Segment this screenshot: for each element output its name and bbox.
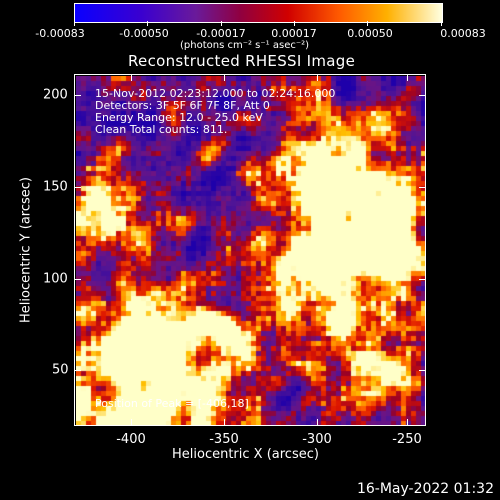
y-tick xyxy=(74,279,81,280)
image-title: Reconstructed RHESSI Image xyxy=(128,52,356,70)
y-tick xyxy=(419,279,426,280)
x-tick-label: -350 xyxy=(209,432,239,447)
info-counts: Clean Total counts: 811. xyxy=(95,123,228,136)
colorbar-label: 0.00050 xyxy=(347,27,393,40)
colorbar-label: -0.00050 xyxy=(119,27,169,40)
image-plot xyxy=(74,74,426,426)
y-tick xyxy=(74,187,81,188)
y-tick xyxy=(419,95,426,96)
x-tick xyxy=(131,419,132,426)
x-tick xyxy=(317,419,318,426)
info-energy-range: Energy Range: 12.0 - 25.0 keV xyxy=(95,111,263,124)
x-tick-label: -400 xyxy=(116,432,146,447)
colorbar-tick xyxy=(74,21,75,26)
colorbar-units: (photons cm⁻² s⁻¹ asec⁻²) xyxy=(180,40,310,51)
y-axis-label: Heliocentric Y (arcsec) xyxy=(18,177,34,323)
y-tick xyxy=(419,370,426,371)
x-tick xyxy=(407,74,408,81)
y-tick-label: 150 xyxy=(43,179,68,195)
x-axis-label: Heliocentric X (arcsec) xyxy=(172,447,319,462)
heatmap-image xyxy=(76,76,425,425)
colorbar-tick xyxy=(147,21,148,26)
y-tick xyxy=(419,187,426,188)
x-tick xyxy=(224,419,225,426)
colorbar-tick xyxy=(367,21,368,26)
x-tick xyxy=(224,74,225,81)
colorbar-label: -0.00083 xyxy=(35,27,85,40)
info-peak-position: Position of Peak = [-406,18] xyxy=(95,397,249,410)
y-tick xyxy=(74,370,81,371)
colorbar xyxy=(74,3,443,23)
colorbar-tick xyxy=(294,21,295,26)
colorbar-label: 0.00017 xyxy=(271,27,317,40)
x-tick-label: -250 xyxy=(392,432,422,447)
footer-date: 16-May-2022 01:32 xyxy=(356,481,494,497)
colorbar-tick xyxy=(441,21,442,26)
x-tick xyxy=(407,419,408,426)
x-tick xyxy=(317,74,318,81)
x-tick-label: -300 xyxy=(302,432,332,447)
x-tick xyxy=(131,74,132,81)
colorbar-tick xyxy=(221,21,222,26)
info-time-range: 15-Nov-2012 02:23:12.000 to 02:24:16.000 xyxy=(95,87,336,100)
y-tick xyxy=(74,95,81,96)
y-tick-label: 100 xyxy=(43,271,68,287)
y-tick-label: 200 xyxy=(43,87,68,103)
colorbar-label: -0.00017 xyxy=(196,27,246,40)
y-tick-label: 50 xyxy=(52,362,69,378)
info-detectors: Detectors: 3F 5F 6F 7F 8F, Att 0 xyxy=(95,99,270,112)
colorbar-label: 0.00083 xyxy=(440,27,486,40)
